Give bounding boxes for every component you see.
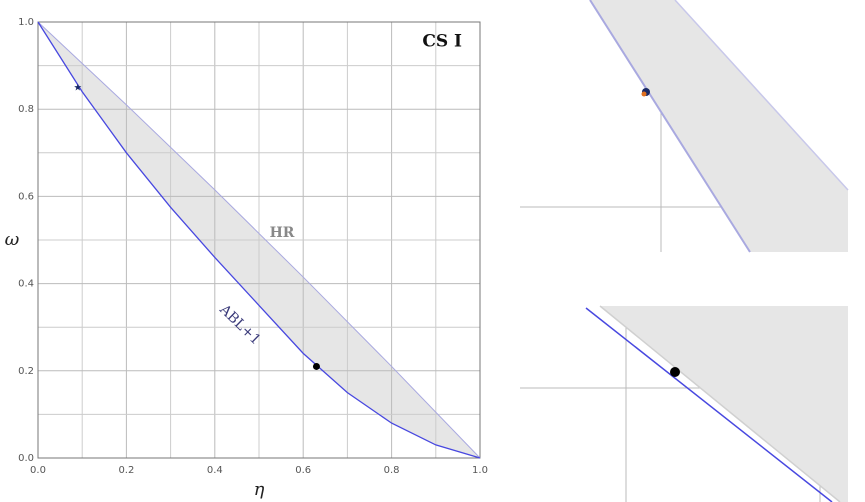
dot-marker: [312, 362, 320, 370]
x-tick-label: 0.6: [295, 465, 311, 476]
x-tick-label: 0.0: [30, 465, 46, 476]
inset-curve: [599, 305, 841, 502]
y-axis-label: ω: [5, 229, 20, 250]
plot-frame: [37, 21, 481, 459]
curve: [37, 21, 481, 459]
inset-curve: [585, 307, 833, 502]
y-tick-label: 0.4: [18, 279, 34, 290]
inset-region: [590, 0, 848, 252]
x-tick-label: 1.0: [472, 465, 488, 476]
inset-curve: [674, 0, 849, 191]
curve-label: ABL+1: [216, 301, 264, 348]
star-marker: [74, 83, 82, 91]
x-tick-label: 0.2: [118, 465, 134, 476]
y-tick-label: 0.2: [18, 366, 34, 377]
y-tick-label: 0.8: [18, 104, 34, 115]
curve-label: HR: [270, 225, 295, 241]
zoom-inset-bottom: [520, 305, 848, 502]
zoom-inset-top: [520, 0, 849, 253]
x-tick-label: 0.4: [207, 465, 223, 476]
chart-title: CS I: [422, 32, 462, 52]
inset-region: [600, 306, 848, 502]
inset-curve: [589, 0, 751, 253]
y-tick-label: 1.0: [18, 17, 34, 28]
y-tick-label: 0.0: [18, 453, 34, 464]
x-tick-label: 0.8: [384, 465, 400, 476]
x-axis-label: η: [254, 479, 265, 500]
curve: [37, 21, 481, 459]
plot: [37, 21, 481, 459]
inset-dot: [670, 367, 680, 377]
y-tick-label: 0.6: [18, 191, 34, 202]
inset-star: [641, 91, 647, 97]
